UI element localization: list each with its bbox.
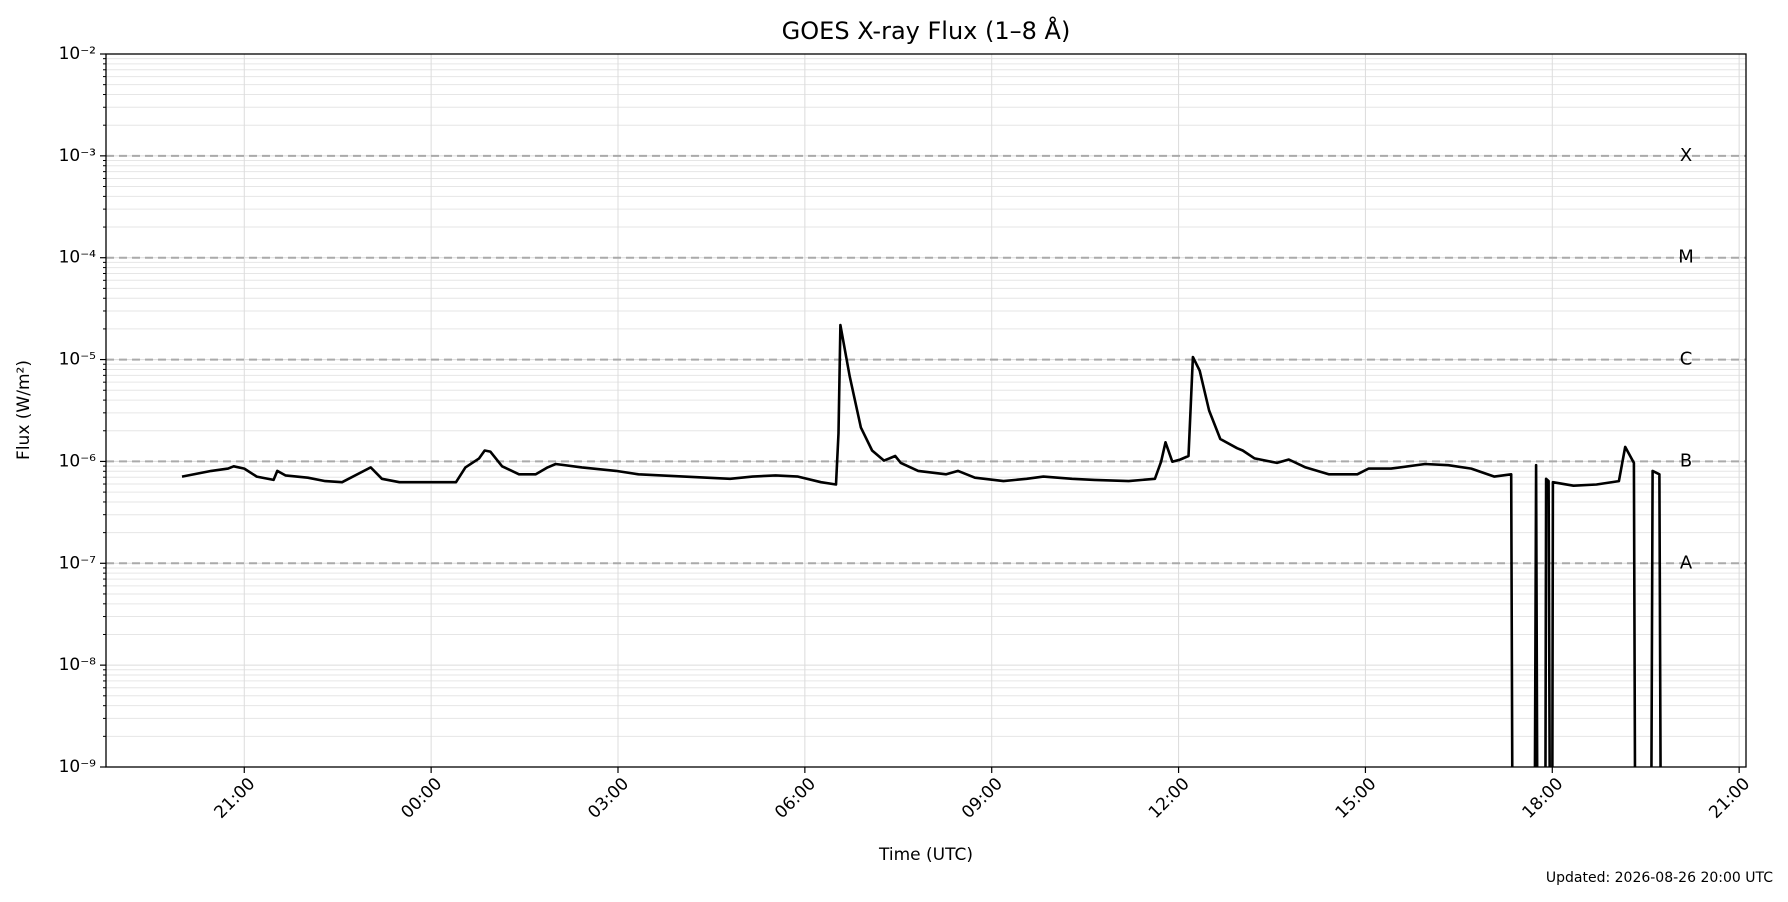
y-tick-label: 10⁻⁸ [59, 655, 97, 675]
x-tick-label: 12:00 [1145, 774, 1194, 823]
flux-line [181, 323, 1662, 767]
x-tick-label: 21:00 [211, 774, 260, 823]
x-axis-label: Time (UTC) [878, 845, 973, 865]
x-tick-label: 03:00 [584, 774, 633, 823]
x-tick-label: 15:00 [1332, 774, 1381, 823]
plot-frame [105, 53, 1747, 768]
x-tick-label: 21:00 [1705, 774, 1754, 823]
plot-area [181, 323, 1662, 767]
y-tick-label: 10⁻⁵ [59, 350, 96, 370]
y-tick-label: 10⁻² [59, 44, 96, 64]
y-tick-label: 10⁻⁶ [59, 451, 97, 471]
y-tick-label: 10⁻⁴ [59, 248, 97, 268]
chart-title: GOES X-ray Flux (1–8 Å) [782, 16, 1071, 45]
footer-note: Updated: 2026-08-26 20:00 UTC [1546, 870, 1773, 886]
flare-class-label: C [1680, 349, 1693, 370]
flare-class-label: X [1680, 145, 1692, 166]
y-axis-label: Flux (W/m²) [14, 360, 34, 460]
flare-class-label: A [1680, 552, 1693, 573]
y-tick-label: 10⁻⁷ [59, 553, 97, 573]
flare-class-label: B [1680, 450, 1692, 471]
flare-class-label: M [1678, 247, 1694, 268]
x-tick-label: 06:00 [771, 774, 820, 823]
y-tick-label: 10⁻⁹ [59, 757, 97, 777]
x-tick-label: 09:00 [958, 774, 1007, 823]
y-tick-label: 10⁻³ [59, 146, 96, 166]
x-tick-label: 00:00 [397, 774, 446, 823]
x-tick-label: 18:00 [1519, 774, 1568, 823]
